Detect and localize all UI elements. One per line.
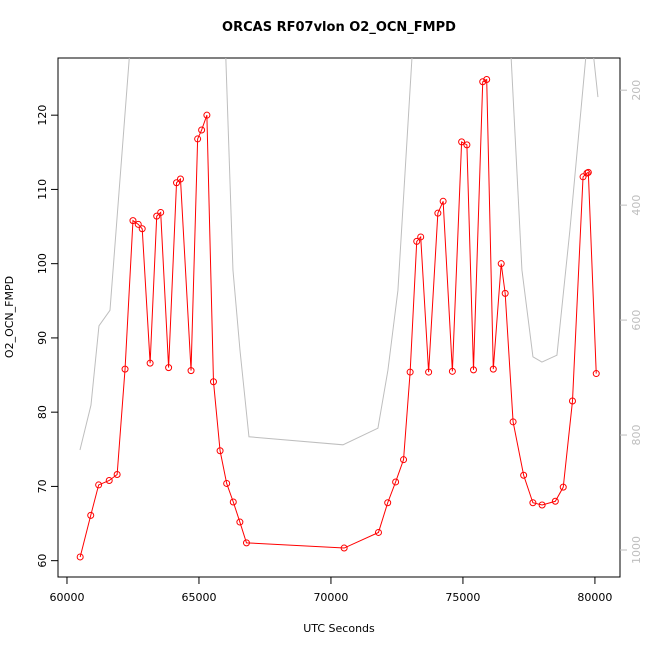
data-point [384,499,392,507]
x-tick-label: 75000 [445,591,480,604]
data-point [95,481,103,489]
data-point [165,364,173,372]
data-point [157,208,165,216]
data-point [216,447,224,455]
data-point [87,511,95,519]
y2-tick-label: 800 [630,425,643,446]
y-axis-label: O2_OCN_FMPD [3,276,16,358]
data-point [146,359,154,367]
data-point [501,289,509,297]
data-point [529,499,537,507]
data-point [76,553,84,561]
y-tick-label: 60 [36,554,49,568]
data-point [538,501,546,509]
data-point [223,479,231,487]
data-point [194,135,202,143]
data-point [592,370,600,378]
data-point [463,141,471,149]
data-point [509,418,517,426]
data-point [236,518,244,526]
data-point [374,528,382,536]
y-tick-label: 120 [36,105,49,126]
y2-tick-label: 200 [630,80,643,101]
data-point [153,212,161,220]
data-point [138,225,146,233]
data-point [458,138,466,146]
y-tick-label: 110 [36,179,49,200]
data-point [439,197,447,205]
series-line [79,78,597,558]
data-point [400,456,408,464]
data-point [134,220,142,228]
data-point [425,368,433,376]
data-point [559,483,567,491]
plot-frame [57,57,621,578]
data-point [209,378,217,386]
data-point [392,478,400,486]
data-point [497,260,505,268]
data-point [173,179,181,187]
data-point [129,217,137,225]
chart-title: ORCAS RF07vlon O2_OCN_FMPD [222,20,456,35]
x-tick-label: 80000 [577,591,612,604]
data-point [469,366,477,374]
data-point [568,397,576,405]
y-tick-label: 100 [36,253,49,274]
data-point [489,365,497,373]
data-point [121,365,129,373]
data-point [176,175,184,183]
data-point [417,233,425,241]
y-tick-label: 80 [36,405,49,419]
series-line [79,58,599,451]
data-point [203,111,211,119]
data-point [483,76,491,84]
x-axis-label: UTC Seconds [303,622,375,635]
y-tick-label: 90 [36,331,49,345]
data-point [340,544,348,552]
x-tick-label: 65000 [181,591,216,604]
data-point [229,498,237,506]
data-point [113,471,121,479]
data-point [198,126,206,134]
data-point [242,539,250,547]
data-point [584,168,592,176]
data-point [520,471,528,479]
y2-tick-label: 1000 [630,536,643,564]
data-point [551,497,559,505]
plot-area [76,58,600,561]
data-point [406,368,414,376]
data-point [479,78,487,86]
data-point [413,237,421,245]
y-tick-label: 70 [36,479,49,493]
data-point [105,476,113,484]
data-point [434,209,442,217]
y2-tick-label: 600 [630,310,643,331]
data-point [187,367,195,375]
x-tick-label: 70000 [313,591,348,604]
data-point [579,173,587,181]
x-tick-label: 60000 [49,591,84,604]
y2-tick-label: 400 [630,195,643,216]
data-point [448,367,456,375]
